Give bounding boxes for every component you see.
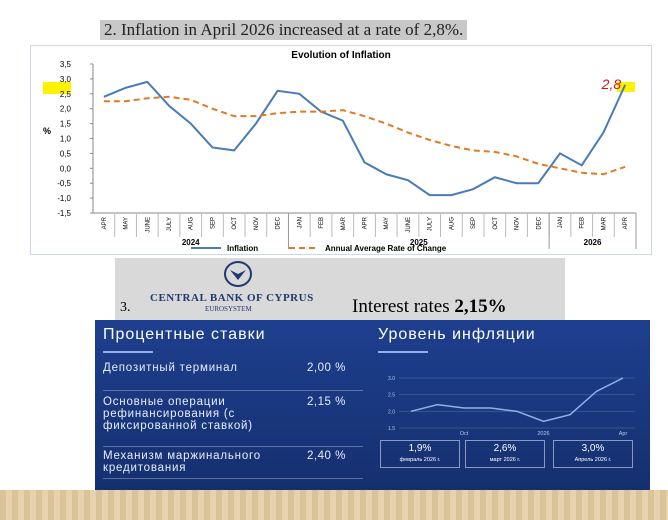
bank-name: CENTRAL BANK OF CYPRUS [150, 292, 314, 304]
series-line [103, 95, 626, 176]
x-tick-label: JULY [428, 217, 434, 231]
stat-label: март 2026 г. [489, 457, 521, 463]
x-tick-label: JAN [558, 217, 564, 228]
underline [378, 351, 428, 353]
x-tick-label: NOV [515, 217, 521, 230]
stat-value: 2,6% [493, 443, 517, 454]
separator [103, 390, 363, 391]
x-tick-label: SEP [210, 217, 216, 229]
rate-label: Механизм маржинального кредитования [103, 450, 261, 474]
bank-logo [224, 261, 252, 287]
rates-panel: Процентные ставки Уровень инфляции 1.5 2.… [95, 320, 650, 490]
y-tick-label: 3,0 [60, 75, 72, 84]
stat-box: 3,0% Апрель 2026 г. [553, 440, 633, 468]
y-tick-label: 0,5 [60, 149, 72, 158]
x-tick-label: JUNE [145, 217, 151, 233]
separator [103, 446, 363, 447]
rate-value: 2,15 % [307, 396, 346, 408]
bank-subtitle: EUROSYSTEM [205, 305, 252, 313]
y-tick-label: 0,0 [60, 164, 72, 173]
y-axis-label: % [43, 126, 51, 136]
x-tick-label: MAY [384, 217, 390, 230]
heading: 2. Inflation in April 2026 increased at … [100, 20, 468, 40]
x-tick-label: FEB [580, 217, 586, 229]
x-tick-label: 2026 [537, 431, 549, 437]
x-tick-label: Oct [460, 431, 469, 437]
x-tick-label: SEP [471, 217, 477, 229]
stat-label: Апрель 2026 г. [574, 457, 612, 463]
x-tick-label: OCT [493, 217, 499, 230]
separator [103, 478, 363, 479]
inflation-chart: Evolution of Inflation% -1,5 -1,0 -0,5 0,0 0,… [30, 45, 652, 255]
section-number: 3. [120, 300, 131, 315]
x-tick-label: MAR [601, 216, 607, 230]
y-tick-label: -1,5 [57, 209, 71, 218]
stat-box: 2,6% март 2026 г. [465, 440, 545, 468]
x-tick-label: JAN [297, 217, 303, 228]
y-tick-label: 3.0 [388, 376, 395, 382]
annotation: 2,8 [601, 76, 622, 92]
interest-value: 2,15% [454, 296, 507, 317]
series-line [410, 377, 624, 423]
rate-label: Основные операции рефинансирования (с фи… [103, 396, 253, 432]
y-tick-label: 1,0 [60, 135, 72, 144]
x-tick-label: AUG [189, 217, 195, 230]
highlight [43, 82, 71, 94]
rate-label: Депозитный терминал [103, 362, 238, 374]
x-tick-label: JULY [167, 217, 173, 231]
legend-label: Annual Average Rate of Change [325, 244, 447, 253]
y-tick-label: -0,5 [57, 179, 71, 188]
stat-box: 1,9% февраль 2026 г. [380, 440, 460, 468]
y-tick-label: 1,5 [60, 120, 72, 129]
interest-label: Interest rates [352, 296, 450, 317]
interest-rate: Interest rates 2,15% [352, 296, 507, 318]
x-tick-label: NOV [254, 217, 260, 230]
x-tick-label: DEC [276, 216, 282, 229]
mini-chart: 1.5 2.0 2.5 3.0 Oct 2026 Apr [388, 376, 635, 437]
y-tick-label: -1,0 [57, 194, 71, 203]
stat-value: 3,0% [581, 443, 605, 454]
highlight [617, 82, 635, 92]
x-tick-label: MAR [341, 216, 347, 230]
year-label: 2025 [410, 238, 428, 247]
stat-value: 1,9% [408, 443, 432, 454]
y-tick-label: 1.5 [388, 426, 395, 432]
y-tick-label: 2.5 [388, 393, 395, 399]
x-tick-label: APR [102, 216, 108, 229]
x-tick-label: DEC [536, 216, 542, 229]
rate-value: 2,40 % [307, 450, 346, 462]
underline [103, 351, 153, 353]
y-tick-label: 3,5 [60, 60, 72, 69]
panel-title: Уровень инфляции [378, 326, 536, 343]
rate-value: 2,00 % [307, 362, 346, 374]
x-tick-label: APR [363, 216, 369, 229]
banner [115, 258, 565, 320]
x-tick-label: AUG [449, 217, 455, 230]
year-label: 2026 [584, 238, 602, 247]
x-tick-label: JUNE [406, 217, 412, 233]
x-tick-label: Apr [619, 431, 628, 437]
x-tick-label: APR [623, 216, 629, 229]
x-tick-label: FEB [319, 217, 325, 229]
legend-label: Inflation [227, 244, 258, 253]
year-label: 2024 [182, 238, 200, 247]
x-tick-label: OCT [232, 217, 238, 230]
y-tick-label: 2,5 [60, 90, 72, 99]
panel-title: Процентные ставки [103, 326, 266, 343]
series-line [103, 80, 627, 197]
y-tick-label: 2.0 [388, 409, 395, 415]
chart-title: Evolution of Inflation [291, 50, 390, 61]
y-tick-label: 2,0 [60, 105, 72, 114]
stat-label: февраль 2026 г. [399, 457, 441, 463]
footer [0, 490, 668, 520]
x-tick-label: MAY [124, 217, 130, 230]
